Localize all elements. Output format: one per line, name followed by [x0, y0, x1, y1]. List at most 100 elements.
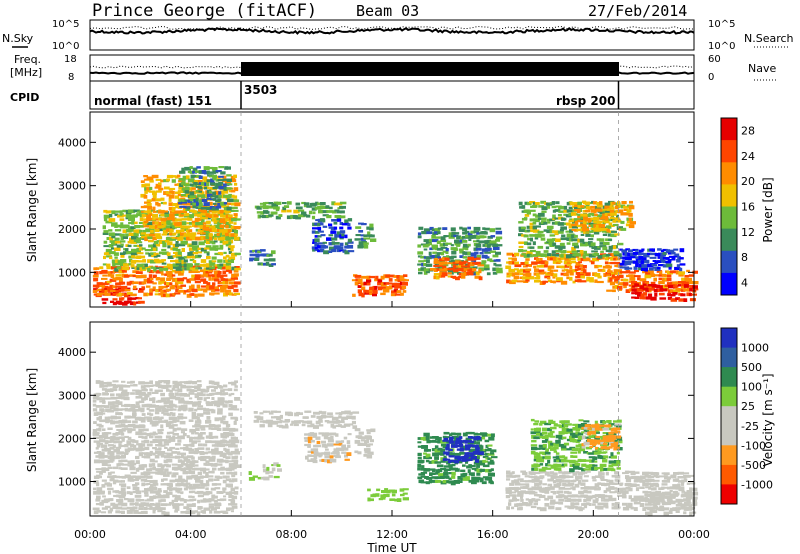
data-cell: [417, 476, 423, 480]
data-cell: [604, 205, 612, 209]
data-cell: [422, 244, 429, 248]
data-cell: [649, 483, 654, 487]
data-cell: [307, 439, 312, 444]
data-cell: [133, 214, 138, 218]
data-cell: [177, 478, 184, 482]
data-cell: [544, 280, 548, 283]
data-cell: [278, 214, 283, 217]
data-cell: [594, 483, 600, 488]
data-cell: [193, 436, 200, 440]
data-cell: [343, 436, 348, 440]
data-cell: [194, 281, 201, 284]
data-cell: [144, 233, 149, 238]
data-cell: [194, 476, 201, 480]
data-cell: [311, 215, 316, 220]
data-cell: [177, 251, 182, 255]
data-cell: [426, 231, 433, 235]
data-cell: [183, 506, 190, 509]
data-cell: [540, 200, 546, 204]
data-cell: [127, 297, 132, 301]
data-cell: [106, 266, 111, 270]
data-cell: [467, 431, 475, 435]
data-cell: [611, 253, 616, 257]
data-cell: [591, 476, 596, 479]
data-cell: [547, 483, 553, 487]
data-cell: [681, 479, 685, 484]
data-cell: [118, 395, 122, 399]
data-cell: [597, 505, 604, 510]
data-cell: [217, 203, 221, 206]
data-cell: [526, 250, 533, 254]
data-cell: [554, 209, 561, 212]
data-cell: [418, 226, 424, 230]
data-cell: [400, 292, 404, 296]
data-cell: [667, 274, 672, 278]
data-cell: [625, 212, 630, 216]
data-cell: [328, 242, 333, 246]
data-cell: [138, 300, 145, 304]
data-cell: [609, 277, 613, 282]
data-cell: [197, 486, 205, 489]
data-cell: [539, 475, 545, 479]
data-cell: [197, 213, 202, 218]
data-cell: [628, 470, 636, 474]
data-cell: [536, 275, 541, 279]
data-cell: [544, 487, 551, 491]
data-cell: [686, 482, 691, 485]
data-cell: [171, 451, 177, 454]
data-cell: [616, 214, 619, 219]
data-cell: [325, 448, 329, 451]
data-cell: [163, 443, 170, 446]
data-cell: [194, 217, 200, 222]
data-cell: [138, 247, 144, 251]
data-cell: [112, 262, 116, 267]
data-cell: [225, 269, 229, 272]
data-cell: [577, 471, 583, 476]
data-cell: [524, 213, 530, 217]
data-cell: [149, 180, 154, 183]
data-cell: [535, 250, 541, 255]
data-cell: [661, 483, 668, 486]
data-cell: [486, 239, 492, 244]
data-cell: [401, 281, 408, 286]
data-cell: [563, 495, 569, 500]
data-cell: [506, 506, 510, 510]
data-cell: [582, 200, 587, 203]
data-cell: [451, 250, 457, 255]
data-cell: [124, 498, 129, 501]
data-cell: [200, 214, 207, 218]
data-cell: [145, 228, 151, 233]
data-cell: [121, 436, 125, 440]
data-cell: [426, 271, 430, 274]
data-cell: [155, 502, 161, 507]
data-cell: [614, 474, 621, 479]
data-cell: [536, 452, 541, 456]
data-cell: [481, 231, 487, 235]
data-cell: [576, 228, 584, 232]
data-cell: [517, 280, 524, 283]
data-cell: [554, 245, 562, 249]
data-cell: [99, 266, 104, 270]
beam-label: Beam 03: [356, 2, 419, 20]
data-cell: [170, 260, 177, 263]
data-cell: [234, 182, 238, 186]
data-cell: [400, 493, 405, 497]
data-cell: [545, 448, 549, 452]
data-cell: [609, 281, 615, 286]
data-cell: [205, 460, 210, 464]
data-cell: [138, 289, 144, 293]
data-cell: [534, 482, 540, 487]
data-cell: [165, 491, 173, 495]
data-cell: [144, 249, 152, 252]
data-cell: [213, 510, 221, 514]
data-cell: [130, 462, 137, 466]
data-cell: [121, 396, 125, 400]
data-cell: [131, 266, 135, 269]
data-cell: [555, 201, 560, 205]
data-cell: [114, 247, 121, 251]
data-cell: [186, 266, 192, 271]
frequency-trace: [89, 71, 695, 75]
data-cell: [108, 251, 116, 255]
data-cell: [583, 471, 588, 474]
data-cell: [420, 459, 425, 463]
